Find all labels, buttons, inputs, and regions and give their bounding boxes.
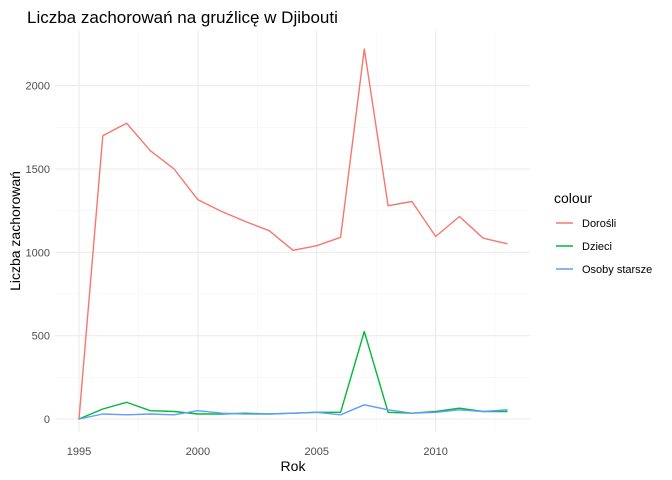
legend-label: Osoby starsze [582, 264, 652, 276]
x-axis-title: Rok [281, 458, 307, 474]
y-tick-label: 500 [32, 331, 50, 343]
legend-label: Dzieci [582, 241, 612, 253]
x-tick-label: 2000 [186, 446, 210, 458]
series-line [78, 404, 508, 420]
y-tick-label: 2000 [26, 81, 50, 93]
grid [55, 31, 530, 432]
y-tick-label: 1000 [26, 247, 50, 259]
x-tick-label: 2005 [305, 446, 329, 458]
y-axis-ticks: 0 500 1000 1500 2000 [26, 81, 50, 426]
series-lines [78, 48, 508, 420]
y-axis-title: Liczba zachorowań [7, 171, 23, 291]
x-tick-label: 1995 [67, 446, 91, 458]
series-line [78, 48, 508, 420]
chart-title: Liczba zachorowań na gruźlicę w Djibouti [27, 8, 338, 27]
y-tick-label: 1500 [26, 164, 50, 176]
legend-title: colour [554, 190, 592, 206]
y-tick-label: 0 [44, 414, 50, 426]
legend-label: Dorośli [582, 218, 616, 230]
legend: colour Dorośli Dzieci Osoby starsze [554, 190, 652, 276]
x-axis-ticks: 1995 2000 2005 2010 [67, 446, 448, 458]
series-line [78, 330, 508, 420]
x-tick-label: 2010 [423, 446, 447, 458]
